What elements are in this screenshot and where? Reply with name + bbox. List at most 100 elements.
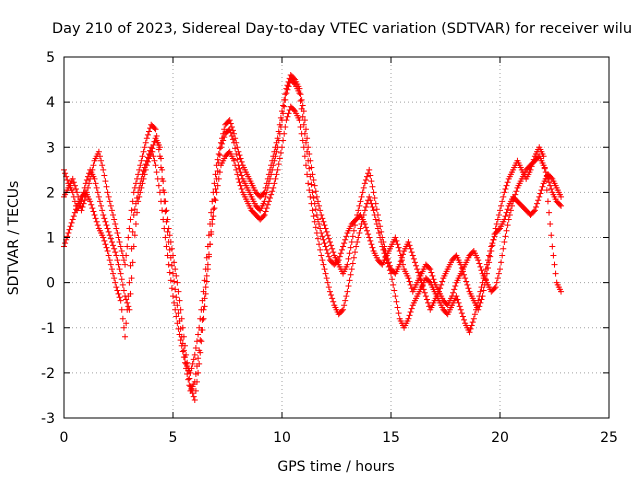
data-point-interp [118, 248, 125, 255]
data-point [78, 207, 85, 214]
data-point-interp [120, 324, 127, 331]
data-point-interp [393, 237, 400, 244]
data-point-interp [297, 91, 304, 98]
data-point-interp [311, 218, 318, 225]
grid-lines [64, 57, 609, 418]
data-point-interp [354, 211, 361, 218]
data-point [130, 211, 137, 218]
data-point-interp [94, 189, 101, 196]
data-point-interp [311, 182, 318, 189]
data-point [340, 306, 347, 313]
data-point [427, 266, 434, 273]
data-point-interp [463, 278, 470, 285]
data-point-interp [550, 252, 557, 259]
data-point-interp [221, 126, 228, 133]
data-point-interp [153, 132, 160, 139]
data-point-interp [308, 164, 315, 171]
data-point [104, 189, 111, 196]
data-point [65, 229, 72, 236]
data-point-interp [120, 287, 127, 294]
data-point [309, 171, 316, 178]
data-point [558, 288, 565, 295]
data-point-interp [236, 152, 243, 159]
data-point [100, 211, 107, 218]
data-point-interp [302, 162, 309, 169]
data-point-interp [103, 183, 110, 190]
data-point-interp [368, 178, 375, 185]
data-point-interp [328, 242, 335, 249]
data-point [326, 288, 333, 295]
data-point-interp [390, 281, 397, 288]
data-point-interp [276, 155, 283, 162]
data-point [156, 153, 163, 160]
data-point-interp [458, 264, 465, 271]
data-point [82, 193, 89, 200]
data-point-interp [212, 185, 219, 192]
data-point-interp [506, 211, 513, 218]
data-point-interp [280, 137, 287, 144]
data-point [322, 270, 329, 277]
data-point-interp [438, 281, 445, 288]
data-point-interp [320, 236, 327, 243]
data-point-interp [269, 188, 276, 195]
data-point-interp [302, 139, 309, 146]
data-point-interp [437, 285, 444, 292]
data-point-interp [134, 195, 141, 202]
data-point [313, 193, 320, 200]
data-point-interp [96, 153, 103, 160]
data-points [61, 72, 565, 403]
data-point-interp [189, 360, 196, 367]
data-point-interp [306, 187, 313, 194]
data-point-interp [281, 130, 288, 137]
data-point-interp [458, 310, 465, 317]
data-point [117, 297, 124, 304]
data-point [462, 275, 469, 282]
data-point-interp [212, 197, 219, 204]
data-point-interp [177, 306, 184, 313]
data-point-interp [548, 174, 555, 181]
data-point-interp [367, 197, 374, 204]
data-point [231, 157, 238, 164]
data-point-interp [119, 315, 126, 322]
data-point-interp [350, 227, 357, 234]
data-point [279, 144, 285, 151]
data-point [100, 234, 107, 241]
data-point [196, 347, 203, 354]
data-point-interp [347, 271, 354, 278]
data-point [366, 234, 373, 241]
data-point-interp [105, 193, 112, 200]
y-tick-label: -3 [41, 411, 55, 427]
data-point [366, 166, 373, 173]
data-point-interp [128, 245, 135, 252]
data-point-interp [417, 276, 424, 283]
data-point-interp [360, 211, 367, 218]
data-point-interp [264, 201, 271, 208]
data-point-interp [180, 347, 187, 354]
data-point [170, 293, 176, 300]
data-point-interp [338, 246, 345, 253]
data-point-interp [297, 97, 304, 104]
data-point-interp [199, 297, 206, 304]
data-point-interp [123, 296, 130, 303]
data-point-interp [415, 269, 422, 276]
data-point-interp [276, 121, 283, 128]
data-point-interp [389, 276, 396, 283]
data-point-interp [197, 337, 204, 344]
data-point-interp [176, 317, 183, 324]
data-point [531, 207, 538, 214]
data-point-interp [477, 288, 484, 295]
data-point-interp [358, 220, 365, 227]
data-point-interp [101, 237, 108, 244]
data-point-interp [477, 263, 484, 270]
data-point-interp [205, 251, 212, 258]
data-point [383, 252, 390, 259]
data-point-interp [299, 113, 306, 120]
data-point [274, 135, 281, 142]
data-point [126, 279, 133, 286]
data-point-interp [98, 202, 105, 209]
data-point-interp [215, 151, 222, 158]
data-point [544, 198, 551, 205]
data-point-interp [118, 306, 125, 313]
data-point [322, 225, 329, 232]
data-point-interp [155, 146, 162, 153]
